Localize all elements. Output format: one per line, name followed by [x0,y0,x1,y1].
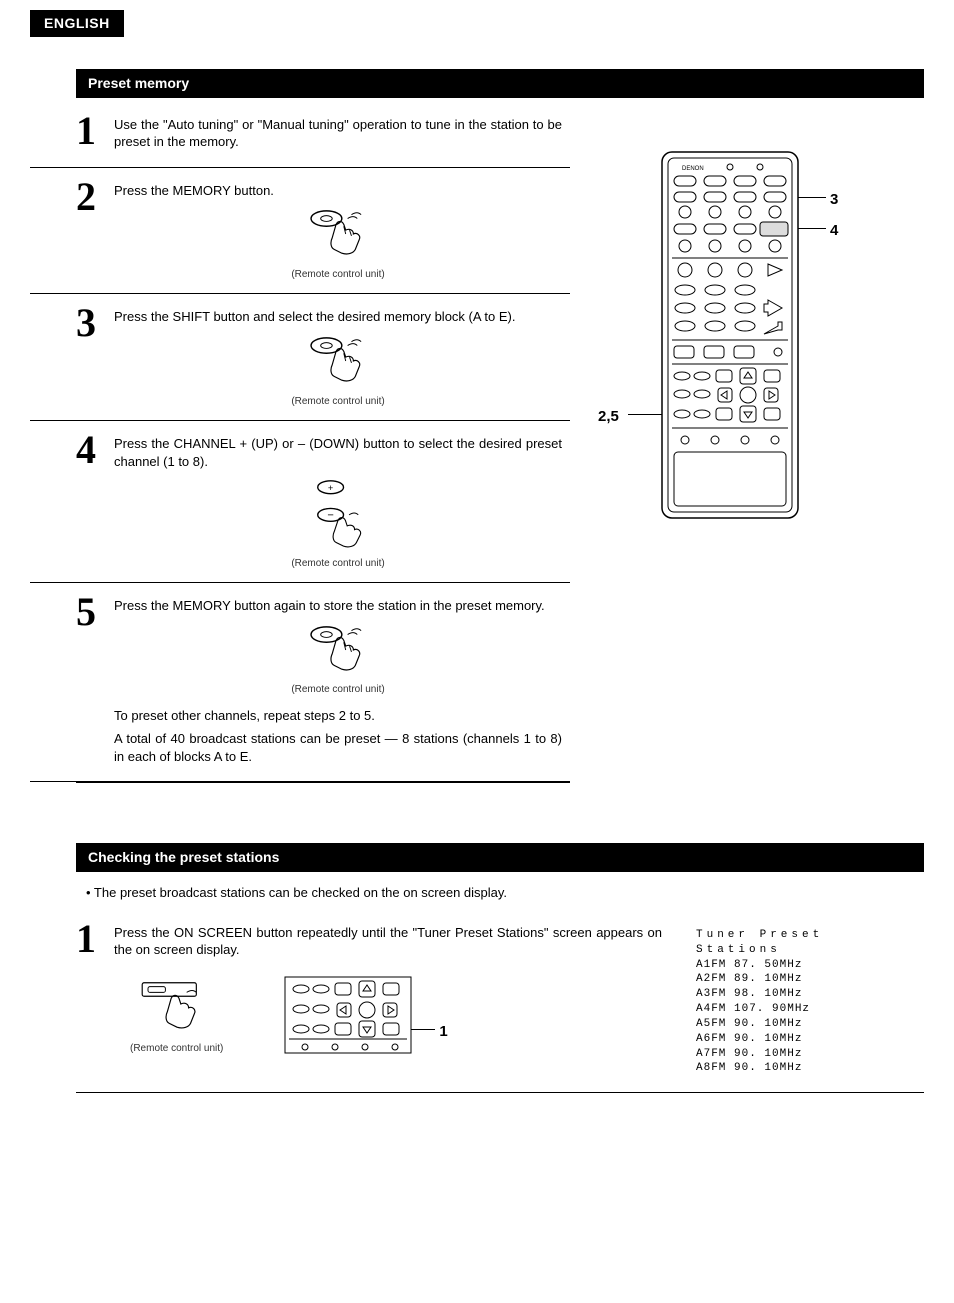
callout-label-25: 2,5 [598,407,619,427]
step-footer-line: A total of 40 broadcast stations can be … [114,730,562,765]
step-number: 1 [76,920,114,965]
step-4: 4 Press the CHANNEL + (UP) or – (DOWN) b… [30,421,570,583]
step-number: 3 [76,304,114,410]
step-2: 2 Press the MEMORY button. (Remote contr… [30,168,570,295]
step-number: 5 [76,593,114,771]
icon-caption: (Remote control unit) [114,683,562,697]
preset-row: A1FM 87. 50MHz [696,958,916,973]
plus-minus-icon [114,478,562,553]
step-text: Press the SHIFT button and select the de… [114,308,562,326]
step-footer-line: To preset other channels, repeat steps 2… [114,707,562,725]
hand-press-icon [114,334,562,391]
step-text: Press the ON SCREEN button repeatedly un… [114,924,662,959]
icon-caption: (Remote control unit) [114,557,562,571]
remote-control-diagram [660,150,800,520]
preset-stations-screen: Tuner Preset Stations A1FM 87. 50MHz A2F… [688,916,924,1082]
remote-diagram-column: 3 4 2,5 [610,102,924,784]
icon-caption: (Remote control unit) [114,395,562,409]
callout-label-1: 1 [439,1022,447,1042]
hand-press-icon [114,207,562,264]
panel-press-icon [137,975,217,1033]
step-1: 1 Use the "Auto tuning" or "Manual tunin… [30,102,570,168]
preset-row: A5FM 90. 10MHz [696,1017,916,1032]
section-title-preset-memory: Preset memory [76,69,924,98]
preset-row: A3FM 98. 10MHz [696,987,916,1002]
preset-row: A6FM 90. 10MHz [696,1032,916,1047]
step-number: 2 [76,178,114,284]
preset-row: A8FM 90. 10MHz [696,1061,916,1076]
hand-press-icon [114,623,562,680]
icon-caption: (Remote control unit) [130,1042,223,1056]
steps-column: 1 Use the "Auto tuning" or "Manual tunin… [30,102,570,784]
step-number: 4 [76,431,114,572]
preset-row: A4FM 107. 90MHz [696,1002,916,1017]
step-5: 5 Press the MEMORY button again to store… [30,583,570,782]
step-text: Press the MEMORY button. [114,182,562,200]
callout-label-3: 3 [830,190,838,210]
section-title-checking: Checking the preset stations [76,843,924,872]
callout-label-4: 4 [830,221,838,241]
preset-screen-title: Tuner Preset Stations [696,928,916,958]
step-text: Use the "Auto tuning" or "Manual tuning"… [114,116,562,151]
remote-subsection-diagram [283,975,413,1055]
section2-bullet: • The preset broadcast stations can be c… [86,884,924,902]
language-tab: ENGLISH [30,10,124,37]
step-text: Press the CHANNEL + (UP) or – (DOWN) but… [114,435,562,470]
step-number: 1 [76,112,114,157]
preset-row: A2FM 89. 10MHz [696,972,916,987]
section2-step-1: 1 Press the ON SCREEN button repeatedly … [30,916,670,965]
preset-row: A7FM 90. 10MHz [696,1047,916,1062]
icon-caption: (Remote control unit) [114,268,562,282]
step-text: Press the MEMORY button again to store t… [114,597,562,615]
step-3: 3 Press the SHIFT button and select the … [30,294,570,421]
